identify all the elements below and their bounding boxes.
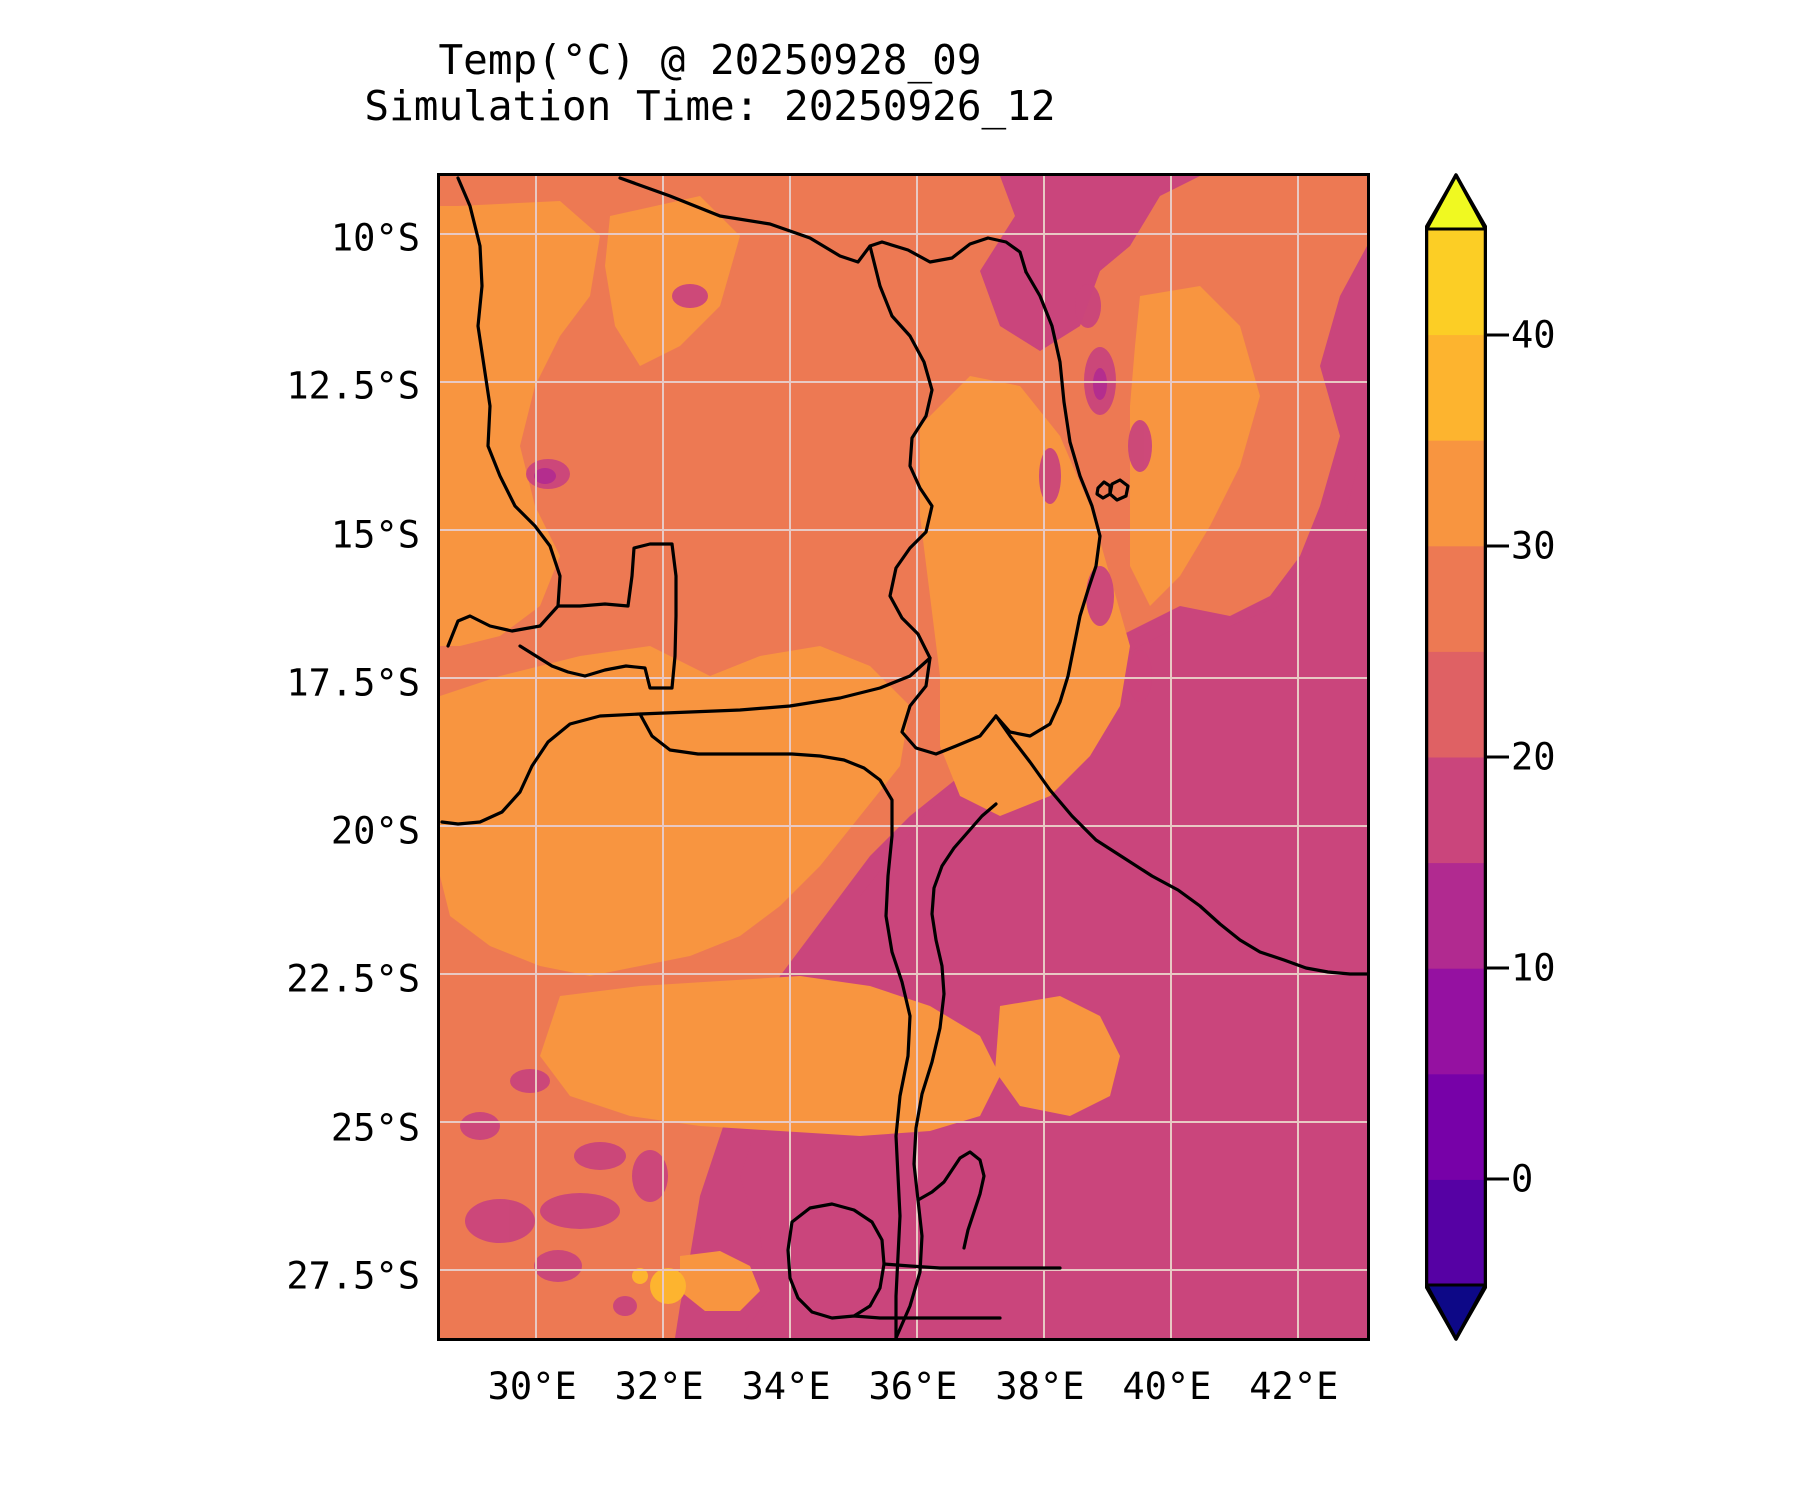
map-svg bbox=[440, 176, 1367, 1338]
latitude-tick-labels: 10°S 12.5°S 15°S 17.5°S 20°S 22.5°S 25°S 27.5°S bbox=[0, 0, 420, 1500]
latitude-tick-label: 17.5°S bbox=[286, 661, 420, 705]
colorbar-band bbox=[1425, 440, 1487, 547]
contour-band-30-35 bbox=[440, 196, 1260, 1311]
colorbar-band bbox=[1425, 968, 1487, 1075]
colorbar-tick-label: 20 bbox=[1511, 735, 1556, 779]
latitude-tick-label: 22.5°S bbox=[286, 957, 420, 1001]
contour-band-35-40 bbox=[632, 1268, 686, 1304]
latitude-tick-label: 12.5°S bbox=[286, 364, 420, 408]
colorbar-tick-label: 30 bbox=[1511, 524, 1556, 568]
latitude-tick-label: 10°S bbox=[330, 216, 420, 260]
colorbar-band bbox=[1425, 651, 1487, 758]
longitude-tick-label: 40°E bbox=[1122, 1365, 1212, 1408]
colorbar-band bbox=[1425, 1073, 1487, 1180]
colorbar-svg bbox=[1423, 173, 1489, 1341]
colorbar-frame bbox=[1424, 173, 1488, 1341]
colorbar-band bbox=[1425, 229, 1487, 336]
contour-band-15-20-patches bbox=[534, 368, 1107, 484]
colorbar-tick-label: 40 bbox=[1511, 313, 1556, 357]
colorbar-tick-mark bbox=[1487, 1177, 1509, 1181]
longitude-tick-label: 34°E bbox=[741, 1365, 831, 1408]
colorbar-band bbox=[1425, 1179, 1487, 1286]
latitude-tick-label: 27.5°S bbox=[286, 1254, 420, 1298]
colorbar-tick-label: 0 bbox=[1511, 1157, 1534, 1201]
colorbar-tick-label: 10 bbox=[1511, 946, 1556, 990]
colorbar-band bbox=[1425, 862, 1487, 969]
colorbar-outline bbox=[1424, 173, 1488, 1341]
colorbar-tick-mark bbox=[1487, 333, 1509, 337]
title-line-2: Simulation Time: 20250926_12 bbox=[364, 81, 1056, 130]
colorbar-band bbox=[1425, 545, 1487, 652]
colorbar-tick-mark bbox=[1487, 544, 1509, 548]
colorbar-band bbox=[1425, 757, 1487, 864]
longitude-tick-label: 42°E bbox=[1249, 1365, 1339, 1408]
country-borders bbox=[440, 176, 1367, 1338]
colorbar[interactable] bbox=[1423, 173, 1489, 1341]
longitude-tick-label: 30°E bbox=[487, 1365, 577, 1408]
gridlines bbox=[440, 176, 1367, 1338]
latitude-tick-label: 15°S bbox=[330, 513, 420, 557]
title-line-1: Temp(°C) @ 20250928_09 bbox=[438, 36, 982, 84]
longitude-tick-label: 36°E bbox=[868, 1365, 958, 1408]
colorbar-ticks: 0 10 20 30 40 bbox=[1425, 0, 1725, 1500]
colorbar-band bbox=[1425, 334, 1487, 441]
colorbar-bands bbox=[1425, 229, 1487, 1286]
colorbar-tick-mark bbox=[1487, 755, 1509, 759]
contour-layer bbox=[440, 176, 1367, 1338]
longitude-tick-label: 38°E bbox=[995, 1365, 1085, 1408]
map-axes bbox=[437, 173, 1370, 1341]
longitude-tick-label: 32°E bbox=[614, 1365, 704, 1408]
chart-title: Temp(°C) @ 20250928_09 Simulation Time: … bbox=[0, 36, 1420, 130]
latitude-tick-label: 25°S bbox=[330, 1106, 420, 1150]
latitude-tick-label: 20°S bbox=[330, 809, 420, 853]
colorbar-tick-mark bbox=[1487, 966, 1509, 970]
